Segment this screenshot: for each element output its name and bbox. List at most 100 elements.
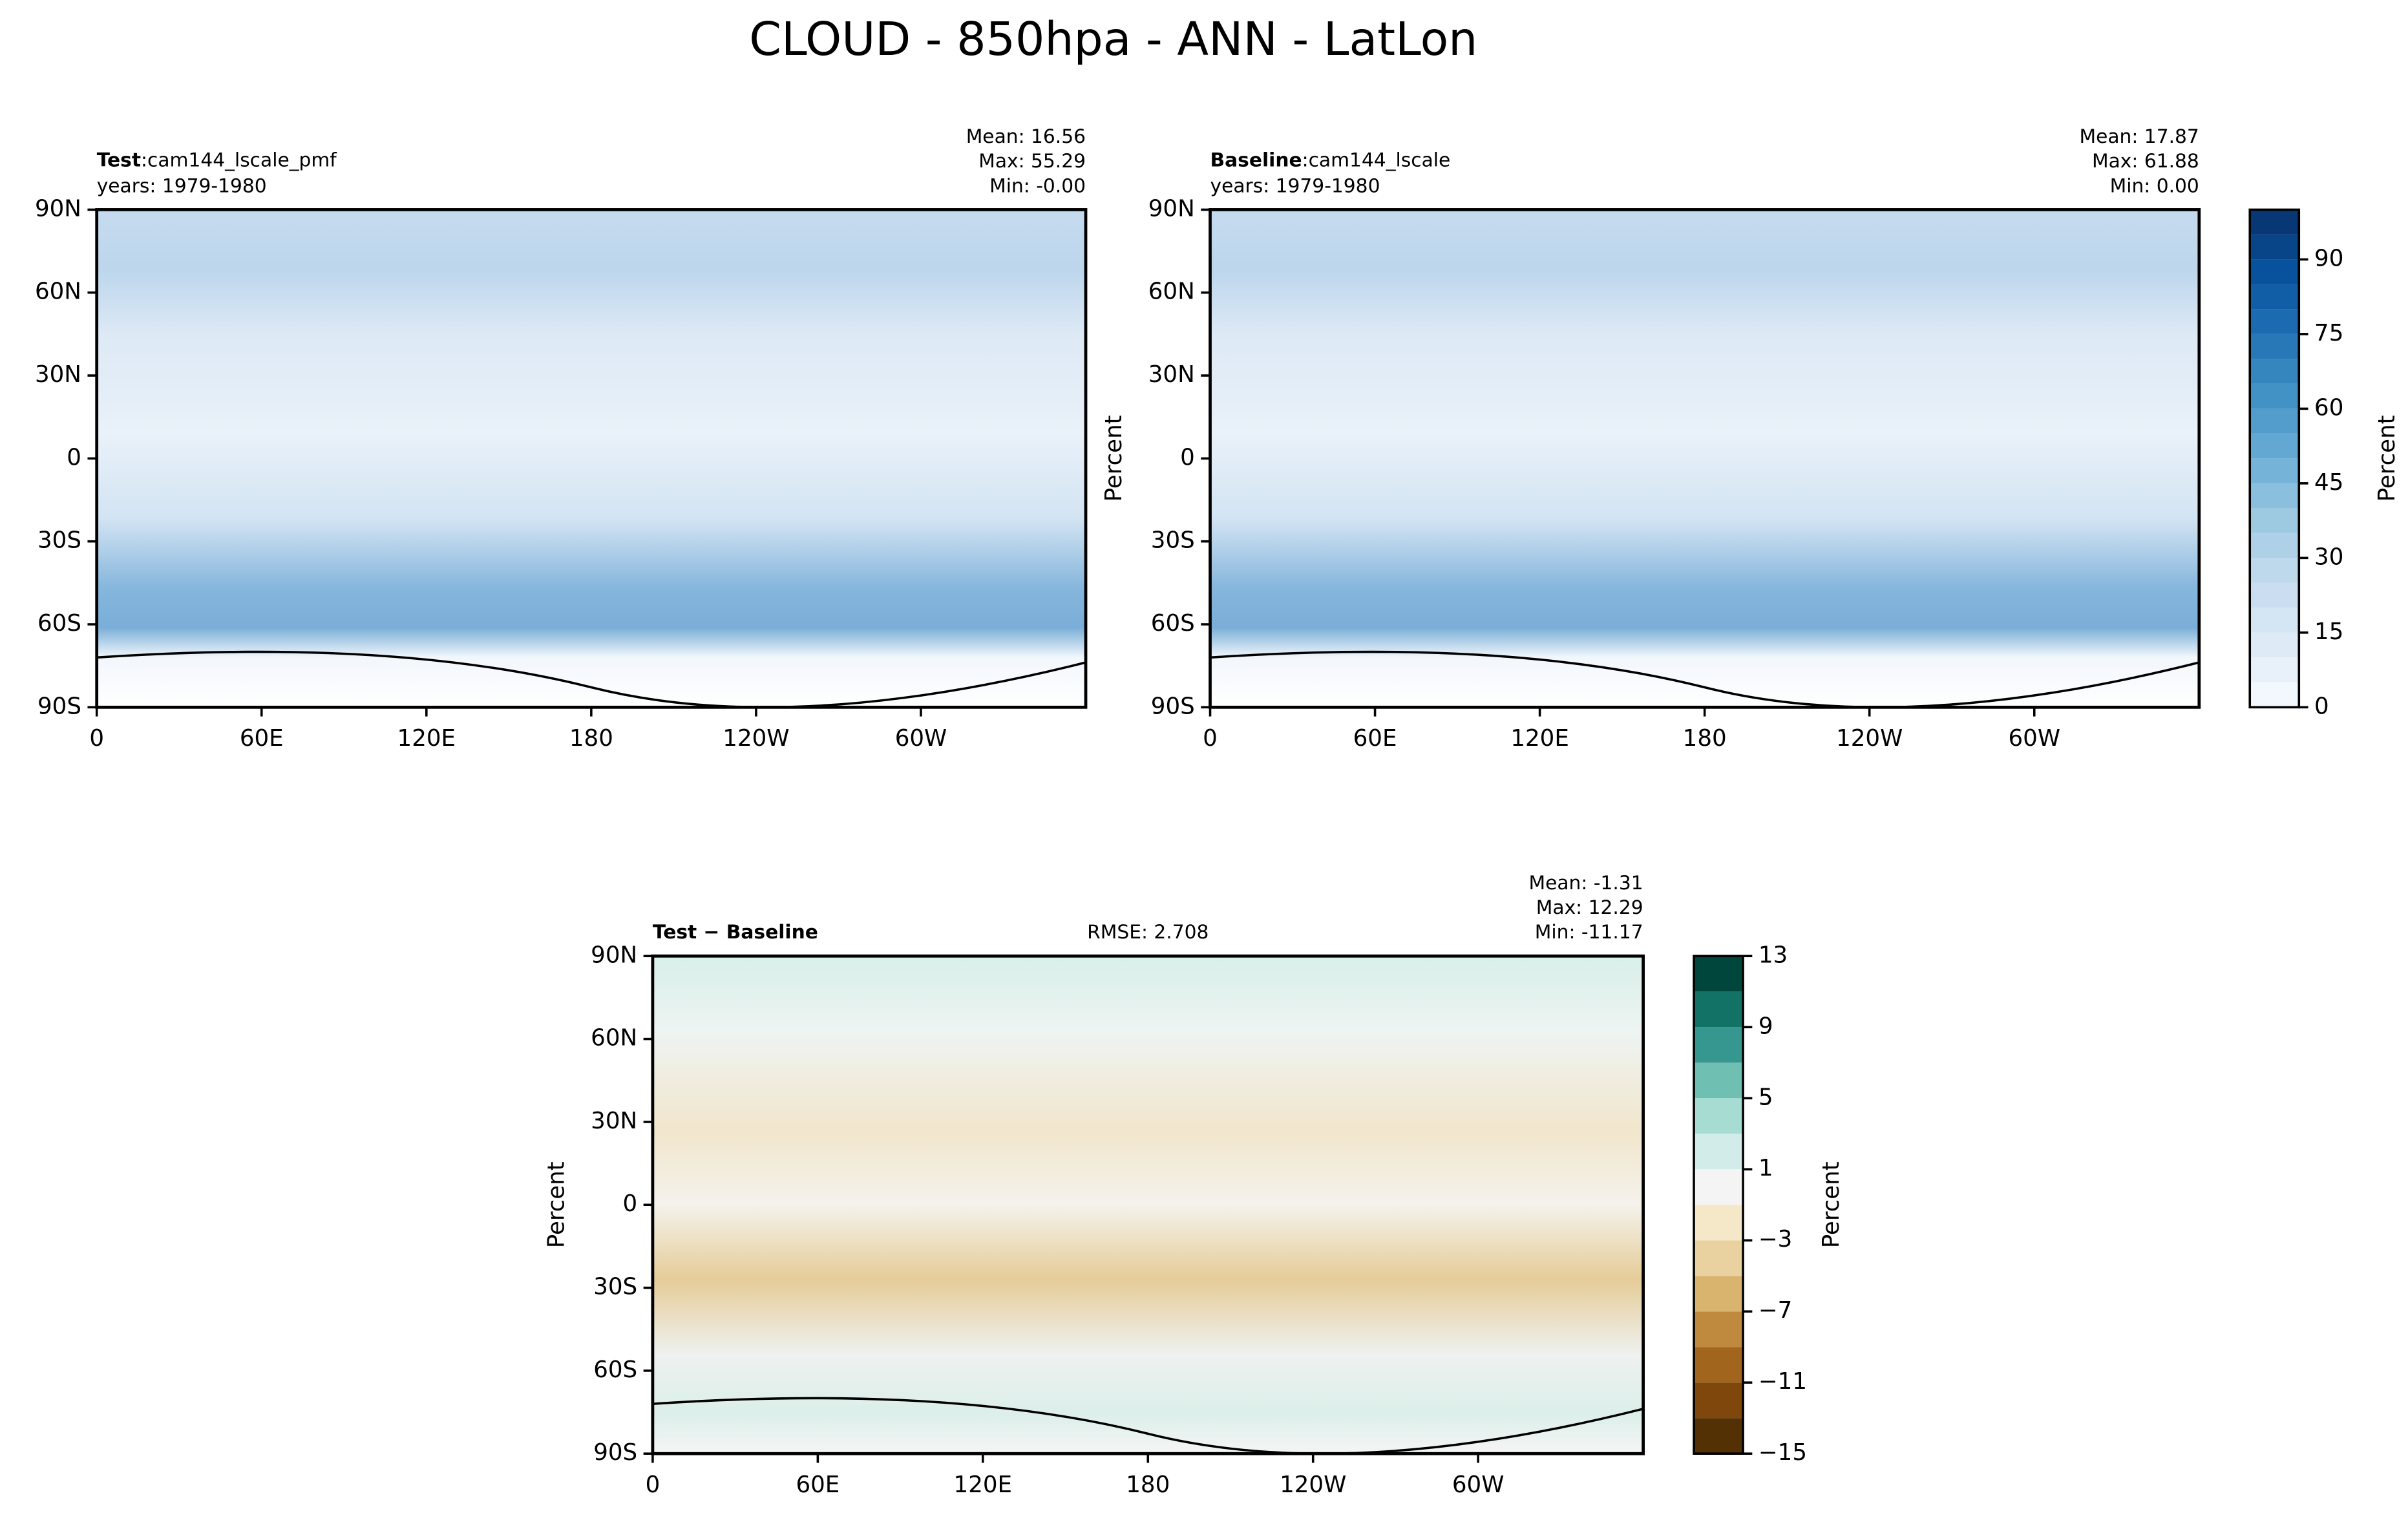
coastline [96,650,1086,709]
stat: Min: -11.17 [1535,921,1643,944]
y-tick-label: 60N [35,279,81,305]
y-tick-label: 0 [622,1190,637,1217]
colorbar-tick-label: 13 [1758,942,1788,968]
colorbar-segment [2250,632,2299,658]
y-tick-label: 30S [1151,527,1195,554]
y-tick-label: 30S [37,527,81,554]
colorbar-tick-label: 60 [2314,394,2343,421]
colorbar-tick-label: 15 [2314,618,2343,645]
colorbar-segment [1694,1382,1744,1419]
x-tick-label: 0 [1203,725,1218,752]
colorbar-segment [2250,582,2299,608]
colorbar-segment [1694,1347,1744,1383]
colorbar-tick-label: −11 [1758,1368,1807,1395]
colorbar-tick-label: 90 [2314,245,2343,271]
colorbar-segment [1694,1134,1744,1170]
x-tick-label: 120W [723,725,789,752]
colorbar-segment [2250,209,2299,235]
colorbar-segment [2250,408,2299,434]
colorbar-tick-label: −7 [1758,1297,1793,1324]
colorbar-segment [1694,1169,1744,1205]
x-tick-label: 60W [895,725,947,752]
x-tick-label: 60E [796,1472,840,1498]
colorbar-segment [2250,383,2299,409]
x-tick-label: 60E [1353,725,1397,752]
colorbar-tick-label: 0 [2314,693,2329,719]
panel-title-bold: Test [97,149,141,171]
y-tick-label: 60N [591,1025,637,1052]
panel-title-name: :cam144_lscale_pmf [141,149,337,171]
colorbar-segment [1694,956,1744,992]
panel-subtitle: years: 1979-1980 [1210,174,1380,197]
colorbar-tick-label: 45 [2314,469,2343,496]
x-tick-label: 180 [569,725,613,752]
colorbar-label: Percent [1818,1161,1844,1248]
y-tick-label: 0 [1180,444,1195,470]
x-tick-label: 60W [1452,1472,1505,1498]
x-tick-label: 60W [2008,725,2060,752]
stat: Max: 61.88 [2092,150,2199,173]
colorbar-segment [2250,333,2299,359]
x-tick-label: 60E [240,725,284,752]
colorbar-segment [2250,682,2299,708]
map-field [652,956,1643,1454]
colorbar-tick-label: 9 [1758,1013,1773,1039]
panel-subtitle: years: 1979-1980 [97,174,267,197]
y-tick-label: 90S [593,1439,637,1466]
colorbar-segment [2250,234,2299,260]
x-tick-label: 120E [954,1472,1013,1498]
stat: Min: -0.00 [989,174,1086,197]
panel-title-name: :cam144_lscale [1302,149,1451,171]
x-tick-label: 0 [646,1472,660,1498]
y-tick-label: 60S [1151,610,1195,637]
y-tick-label: 30N [1148,361,1195,388]
colorbar-tick-label: −3 [1758,1226,1793,1252]
panel-title-bold: Baseline [1210,149,1302,171]
x-tick-label: 0 [89,725,104,752]
y-axis-label: Percent [1101,415,1127,502]
panel-title: Test:cam144_lscale_pmf [97,149,338,171]
colorbar-segment [1694,991,1744,1028]
coastline [1210,650,2200,709]
colorbar-frame [1693,955,1744,1455]
x-tick-label: 120E [397,725,456,752]
colorbar-segment [2250,558,2299,583]
colorbar-segment [1694,1276,1744,1312]
colorbar-segment [1694,1240,1744,1276]
coastline [652,1397,1644,1455]
stat: Min: 0.00 [2110,174,2199,197]
y-tick-label: 60N [1148,279,1195,305]
y-tick-label: 60S [593,1357,637,1383]
stat: Max: 12.29 [1536,896,1643,919]
colorbar-tick-label: 30 [2314,544,2343,570]
colorbar-segment [2250,284,2299,310]
x-tick-label: 180 [1683,725,1727,752]
colorbar-tick-label: 5 [1758,1084,1773,1110]
colorbar-segment [2250,309,2299,334]
stat: Mean: 16.56 [966,125,1086,148]
stat: Max: 55.29 [978,150,1086,173]
y-tick-label: 90N [1148,195,1195,222]
map-field [96,209,1086,708]
y-tick-label: 90S [37,693,81,719]
colorbar-tick-label: 1 [1758,1155,1773,1181]
y-axis-label: Percent [544,1161,570,1248]
panel-title: Test − Baseline [653,921,818,944]
colorbar-tick-label: −15 [1758,1439,1807,1466]
y-tick-label: 60S [37,610,81,637]
colorbar-segment [2250,657,2299,682]
y-tick-label: 0 [67,444,81,470]
rmse: RMSE: 2.708 [1087,921,1209,944]
colorbar-frame [2248,208,2301,709]
colorbar-segment [2250,508,2299,533]
colorbar-segment [1694,1205,1744,1241]
colorbar-tick-label: 75 [2314,320,2343,346]
colorbar-segment [1694,1027,1744,1063]
colorbar-segment [2250,259,2299,284]
x-tick-label: 120E [1510,725,1569,752]
y-tick-label: 90S [1151,693,1195,719]
colorbar-segment [1694,1418,1744,1454]
panel-title: Baseline:cam144_lscale [1210,149,1451,171]
